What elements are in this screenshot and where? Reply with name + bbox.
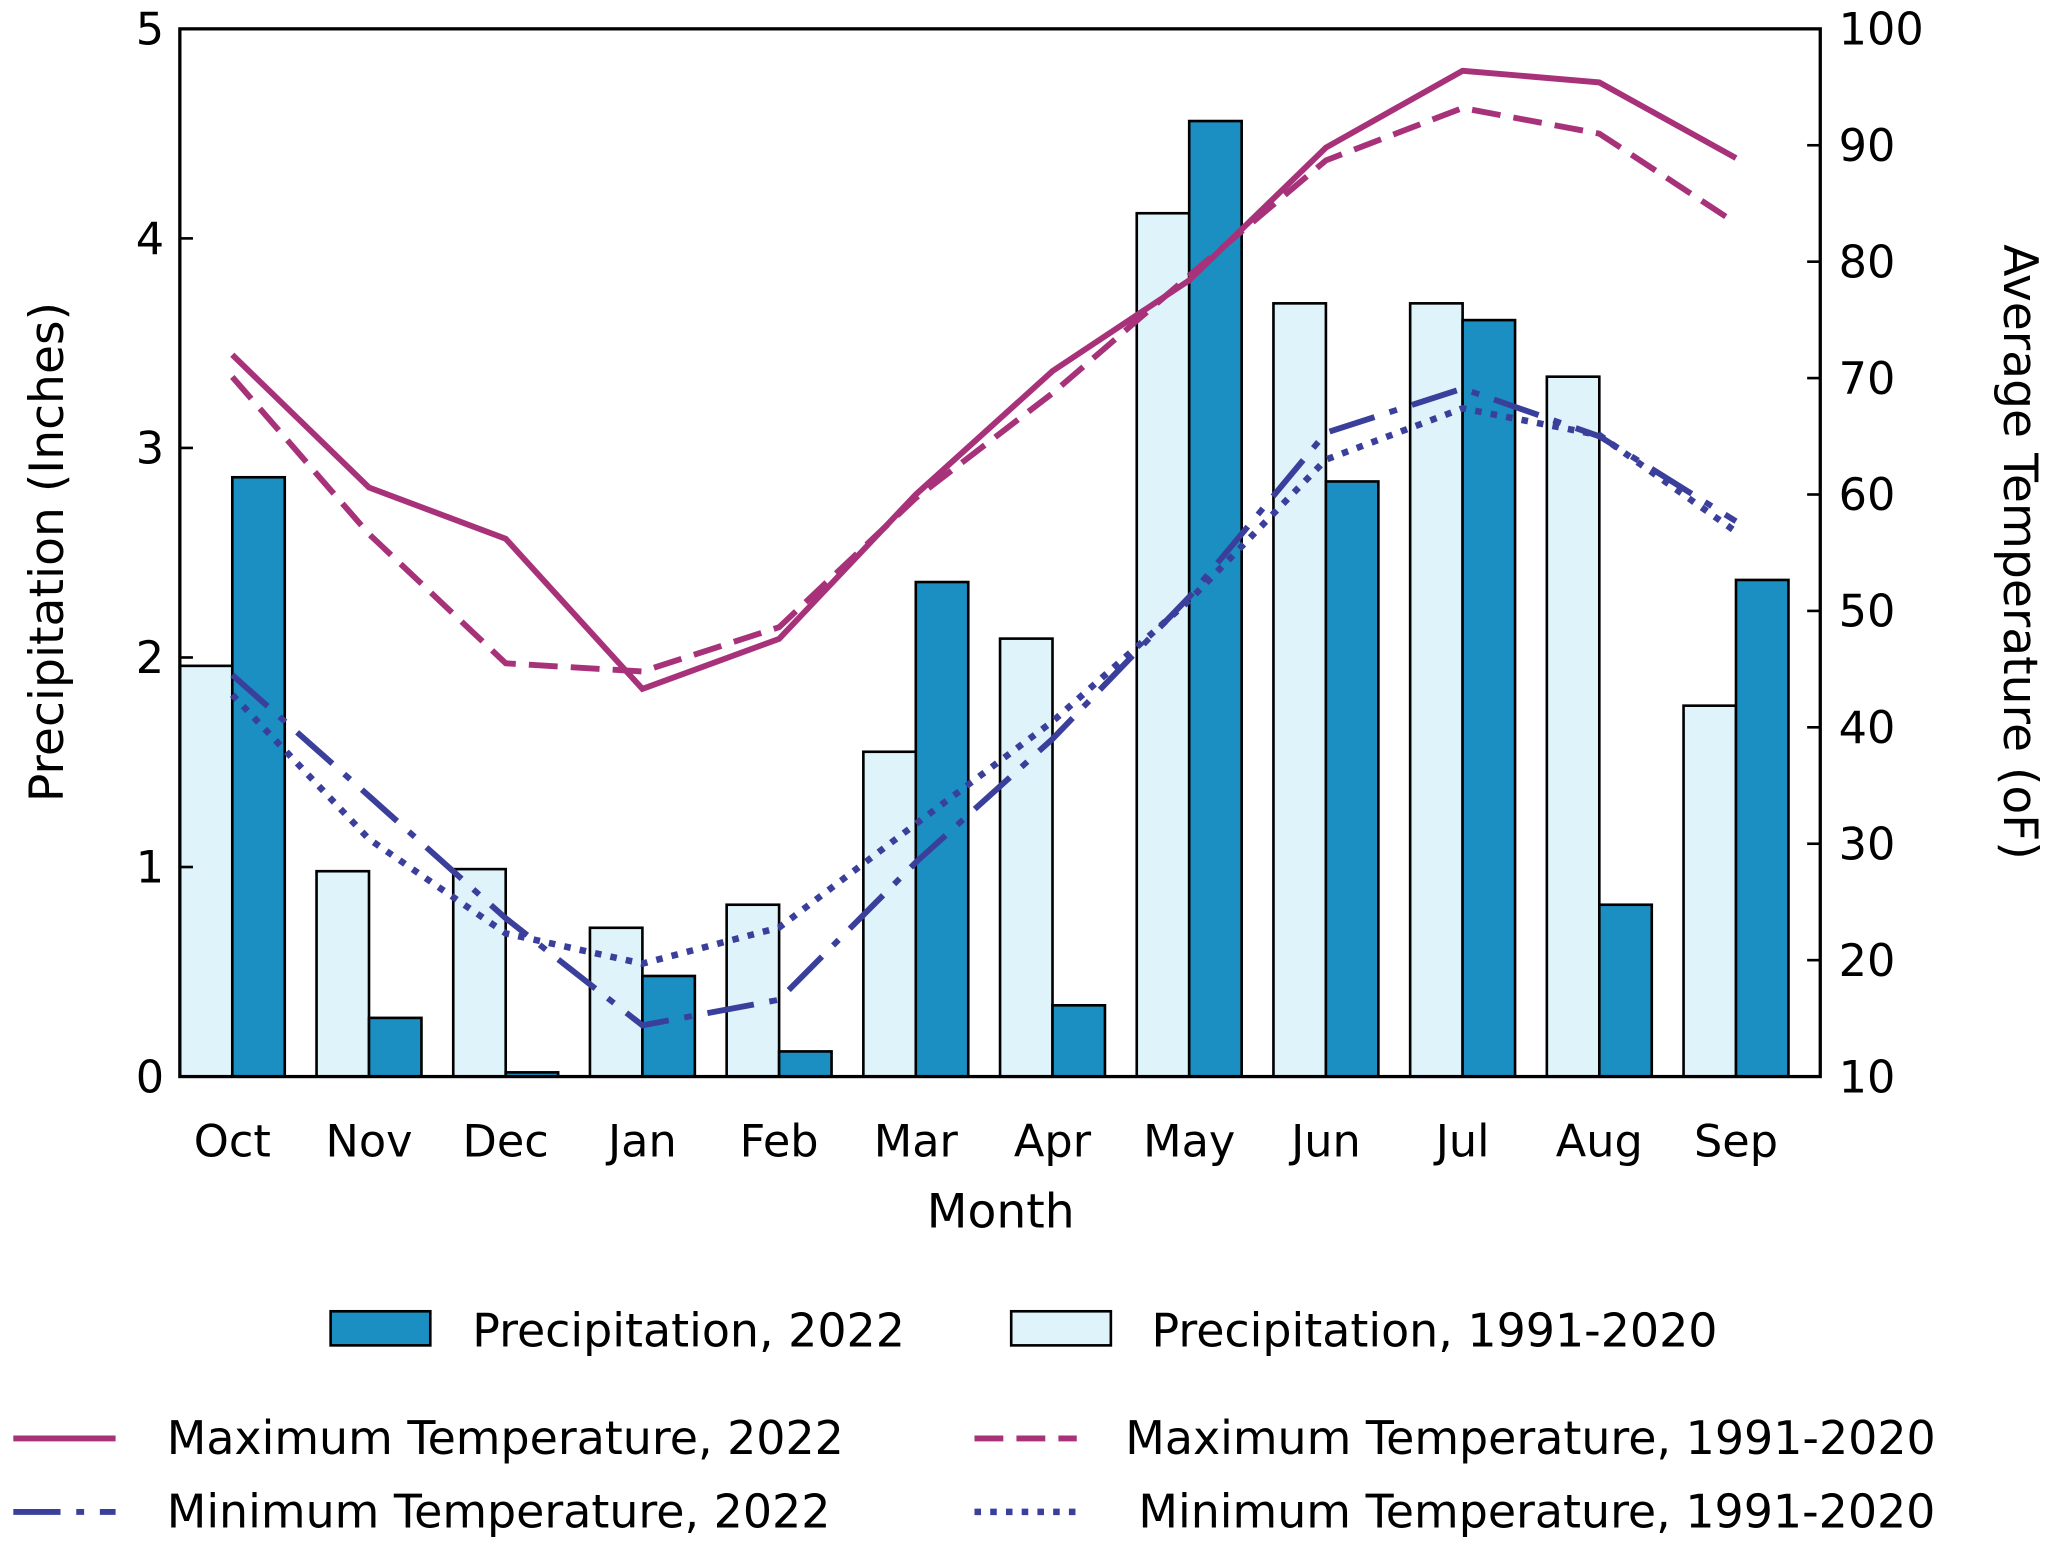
y-right-tick-label: 100 (1839, 4, 1924, 56)
bar-normal-mar (862, 750, 918, 1078)
bar-normal-jun (1272, 302, 1328, 1078)
y-left-tick-label: 0 (136, 1051, 164, 1103)
x-tick-label: Sep (1694, 1116, 1778, 1168)
bar-2022-may (1187, 119, 1243, 1078)
y-left-tick-label: 1 (136, 842, 164, 894)
line-maximum-temperature-2022 (230, 67, 1738, 693)
bar-normal-oct (178, 664, 234, 1078)
y-right-tick-label: 70 (1839, 353, 1896, 405)
y-left-tick-label: 4 (136, 213, 164, 265)
x-tick-label: Aug (1556, 1116, 1643, 1168)
bar-normal-jan (588, 926, 644, 1078)
y-right-tick-label: 30 (1839, 818, 1896, 870)
plot-frame (178, 27, 1822, 1079)
bar-2022-nov (367, 1016, 423, 1078)
legend-label: Minimum Temperature, 2022 (167, 1485, 831, 1539)
x-axis-label: Month (927, 1184, 1075, 1239)
x-tick-label: Jun (1288, 1116, 1361, 1168)
line-minimum-temperature-2022 (230, 385, 1738, 1029)
y-right-tick-label: 60 (1839, 469, 1896, 521)
bar-2022-aug (1597, 903, 1654, 1078)
x-tick-label: Jan (605, 1116, 677, 1168)
y-left-tick-label: 2 (136, 632, 164, 684)
line-maximum-temperature-1991-2020 (230, 104, 1738, 675)
y-right-tick-label: 20 (1839, 935, 1896, 987)
y-axis-left-label: Precipitation (Inches) (20, 302, 75, 802)
y-left-tick-label: 5 (136, 4, 164, 56)
bar-2022-mar (914, 580, 970, 1078)
bars (178, 119, 1790, 1078)
legend: Precipitation, 2022 Precipitation, 1991-2… (13, 1304, 1936, 1539)
y-right-tick-label: 10 (1839, 1051, 1896, 1103)
legend-label: Precipitation, 2022 (472, 1304, 905, 1358)
x-tick-label: Dec (463, 1116, 549, 1168)
legend-label: Maximum Temperature, 1991-2020 (1125, 1411, 1935, 1465)
y-axis-right-label: Average Temperature (oF) (1992, 244, 2046, 860)
y-right-tick-label: 40 (1839, 702, 1896, 754)
bar-2022-feb (777, 1050, 833, 1078)
bar-normal-dec (451, 867, 508, 1078)
y-right-tick-label: 90 (1839, 120, 1896, 172)
line-minimum-temperature-1991-2020 (229, 404, 1738, 968)
x-tick-label: Mar (874, 1116, 959, 1168)
y-right-tick-label: 80 (1839, 236, 1896, 288)
bar-normal-jul (1408, 302, 1464, 1078)
legend-label: Minimum Temperature, 1991-2020 (1138, 1485, 1935, 1539)
bar-normal-apr (998, 637, 1054, 1078)
bar-normal-sep (1682, 704, 1738, 1078)
x-tick-label: Feb (740, 1116, 819, 1168)
bar-2022-jul (1461, 318, 1517, 1078)
x-tick-label: Oct (194, 1116, 271, 1168)
legend-swatch-precip-2022 (329, 1309, 432, 1347)
bar-normal-nov (315, 869, 371, 1078)
x-tick-label: Apr (1014, 1116, 1092, 1168)
legend-label: Maximum Temperature, 2022 (167, 1411, 844, 1465)
bar-2022-sep (1734, 578, 1790, 1078)
x-tick-label: Jul (1433, 1116, 1490, 1168)
legend-label: Precipitation, 1991-2020 (1152, 1304, 1718, 1358)
y-right-tick-label: 50 (1839, 586, 1896, 638)
y-left-tick-label: 3 (136, 423, 164, 475)
bar-2022-jun (1324, 480, 1380, 1078)
bar-2022-oct (230, 475, 287, 1078)
lines (229, 67, 1738, 1029)
bar-normal-aug (1545, 375, 1601, 1078)
bar-normal-feb (725, 903, 781, 1078)
legend-swatch-precip-normal (1009, 1309, 1113, 1347)
x-tick-label: May (1143, 1116, 1235, 1168)
ticks: Oct Nov Dec Jan Feb Mar Apr May Jun Jul Aug Sep 0 1 2 3… (136, 4, 1924, 1168)
x-tick-label: Nov (325, 1116, 412, 1168)
bar-2022-apr (1051, 1004, 1107, 1078)
